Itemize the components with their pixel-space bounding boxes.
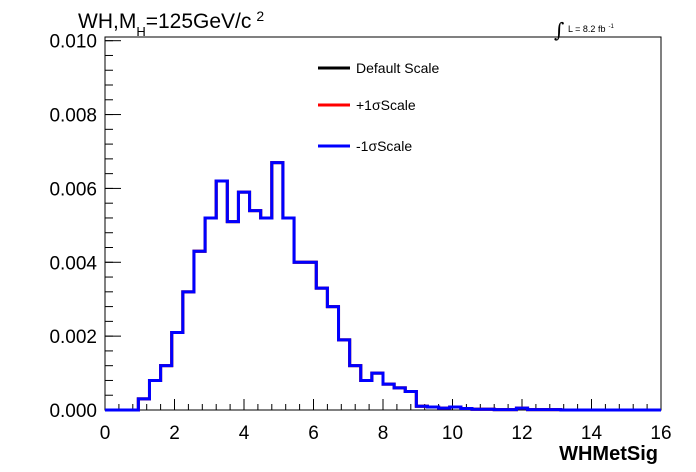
x-tick-label: 10	[442, 423, 463, 444]
x-tick-label: 0	[100, 423, 111, 444]
x-tick-label: 12	[511, 423, 532, 444]
y-tick-label: 0.006	[49, 179, 97, 200]
x-tick-label: 6	[308, 423, 319, 444]
luminosity-text: L = 8.2 fb	[568, 24, 605, 34]
series-line-3	[105, 161, 661, 412]
legend-entry-2: +1σScale	[356, 97, 416, 113]
x-tick-label: 16	[650, 423, 671, 444]
title-prefix: WH,M	[78, 10, 136, 33]
y-tick-label: 0.004	[49, 253, 97, 274]
title-subscript: H	[136, 24, 145, 39]
luminosity-label: L = 8.2 fb -1	[568, 24, 614, 34]
integral-symbol: ∫	[554, 18, 564, 42]
plot-frame	[104, 36, 662, 411]
y-tick-label: 0.000	[49, 401, 97, 422]
x-axis-label: WHMetSig	[559, 443, 658, 465]
x-tick-label: 4	[239, 423, 250, 444]
x-tick-label: 8	[378, 423, 389, 444]
legend-entry-1: Default Scale	[356, 60, 439, 76]
chart-title: WH,MH=125GeV/c 2	[78, 8, 264, 39]
luminosity-superscript: -1	[608, 24, 614, 30]
x-tick-label: 14	[581, 423, 603, 444]
y-tick-label: 0.010	[49, 32, 97, 53]
y-tick-label: 0.008	[49, 106, 97, 127]
y-tick-label: 0.002	[49, 327, 97, 348]
legend-entry-3: -1σScale	[356, 138, 412, 154]
title-middle: =125GeV/c	[146, 10, 252, 33]
title-superscript: 2	[256, 8, 264, 24]
x-tick-label: 2	[169, 423, 180, 444]
